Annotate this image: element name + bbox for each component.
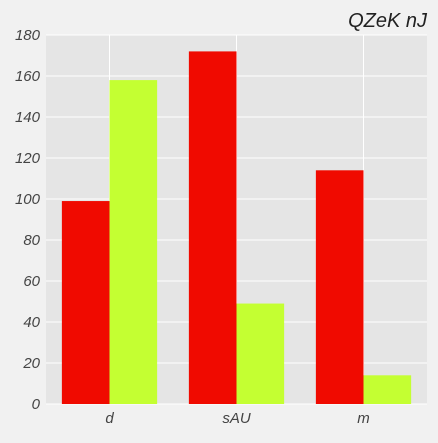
y-tick-label: 60 xyxy=(23,273,40,290)
bar-series-2-sAU xyxy=(236,303,285,404)
y-tick-label: 0 xyxy=(32,396,41,413)
chart-title: QZeK nJ xyxy=(348,10,428,32)
x-tick-label-m: m xyxy=(357,410,370,427)
y-tick-label: 140 xyxy=(15,109,41,126)
y-tick-label: 180 xyxy=(15,27,41,44)
x-tick-label-d: d xyxy=(105,410,114,427)
y-tick-label: 40 xyxy=(23,314,40,331)
y-axis: 0 20 40 60 80 100 120 140 160 180 xyxy=(15,27,41,413)
x-axis: d sAU m xyxy=(105,410,369,427)
y-tick-label: 80 xyxy=(23,232,40,249)
bar-series-2-m xyxy=(363,375,412,404)
x-tick-label-sAU: sAU xyxy=(222,410,251,427)
y-tick-label: 100 xyxy=(15,191,41,208)
bar-series-1-m xyxy=(315,170,364,404)
bar-series-1-sAU xyxy=(188,51,237,405)
bars xyxy=(61,51,412,405)
bar-series-1-d xyxy=(61,201,110,404)
y-tick-label: 120 xyxy=(15,150,41,167)
y-tick-label: 20 xyxy=(22,355,40,372)
y-tick-label: 160 xyxy=(15,68,41,85)
bar-series-2-d xyxy=(109,80,158,404)
